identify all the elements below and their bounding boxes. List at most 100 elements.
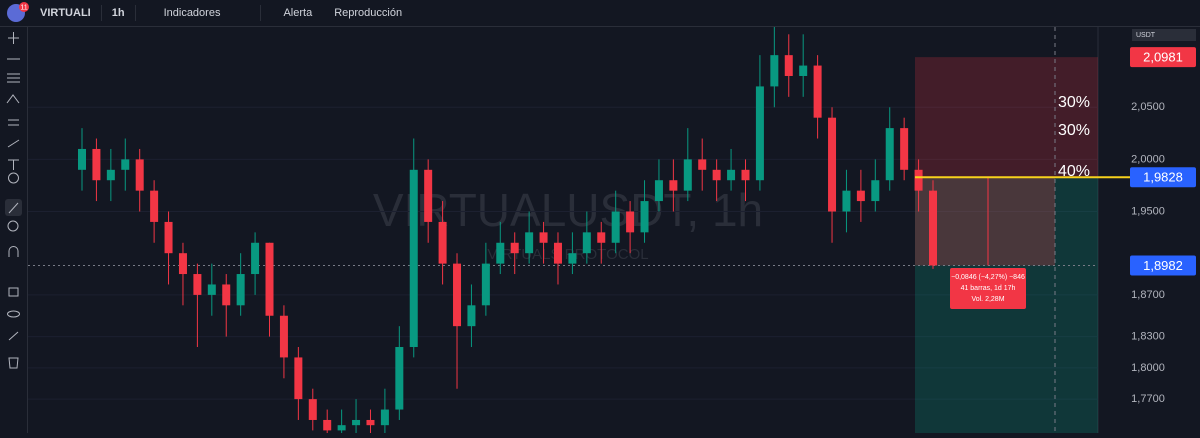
candle-body [366, 419, 375, 426]
candle-body [380, 409, 389, 426]
candle-body [784, 55, 793, 76]
candle-body [727, 169, 736, 181]
trash-tool[interactable] [8, 357, 19, 369]
zoom-tool[interactable] [7, 220, 19, 232]
candle-body [409, 169, 418, 348]
candle-body [337, 425, 346, 431]
fib-tool[interactable] [7, 73, 20, 83]
currency: USDT [1136, 32, 1156, 39]
candle-body [236, 274, 245, 306]
y-tick-label: 1,8000 [1131, 362, 1165, 374]
drawing-toolbar [0, 27, 28, 433]
pnl-zone [915, 177, 1055, 266]
replay-button[interactable]: Reproducción [334, 7, 403, 19]
tooltip-line: Vol. 2,28M [971, 296, 1004, 303]
symbol[interactable]: VIRTUALI [40, 7, 91, 19]
price-tag-label: 1,8982 [1143, 258, 1183, 273]
separator [134, 5, 136, 21]
candle-body [92, 148, 101, 181]
candle-body [553, 242, 562, 264]
candle-body [799, 65, 808, 76]
candle-body [106, 169, 115, 181]
candle-body [712, 169, 721, 181]
candle-body [150, 190, 159, 222]
candle-body [279, 315, 288, 358]
candle-body [424, 169, 433, 222]
price-tag-label: 1,9828 [1143, 170, 1183, 185]
zone-label: 30% [1058, 122, 1090, 139]
price-axis [1098, 27, 1200, 433]
candle-body [193, 274, 202, 295]
zone-label: 40% [1058, 163, 1090, 180]
candle-body [467, 305, 476, 327]
top-toolbar: 11 VIRTUALI 1h Indicadores Alerta Reprod… [0, 0, 1200, 27]
chart: VIRTUALUSDT, 1h VIRTUALS PROTOCOL USDT 2… [28, 27, 1200, 433]
indicators-button[interactable]: Indicadores [163, 7, 221, 19]
candle-body [78, 148, 86, 170]
candle-body [582, 232, 591, 254]
candle-body [626, 211, 635, 233]
tooltip-box [950, 268, 1026, 309]
emoji-tool[interactable] [8, 172, 19, 184]
separator [260, 5, 262, 21]
candle-body [481, 263, 490, 306]
candle-body [871, 180, 880, 202]
tooltip-line: 41 barras, 1d 17h [961, 285, 1016, 292]
magnet-tool[interactable] [8, 246, 19, 258]
y-tick-label: 1,8300 [1131, 330, 1165, 342]
tooltip-line: −0,0846 (−4,27%) −846 [951, 274, 1025, 281]
lock-tool[interactable] [8, 287, 19, 297]
candle-body [741, 169, 750, 181]
candle-body [611, 211, 620, 243]
price-tag [1130, 167, 1196, 188]
forecast-tool[interactable] [8, 119, 19, 126]
brush-tool[interactable] [7, 139, 20, 148]
candle-body [294, 357, 303, 400]
candle-body [929, 190, 937, 266]
separator [100, 5, 102, 21]
candle-body [496, 242, 505, 264]
candle-body [856, 190, 865, 202]
candle-body [885, 128, 894, 181]
y-tick-label: 2,0500 [1131, 101, 1165, 113]
candle-body [698, 159, 707, 170]
candle-body [813, 65, 822, 118]
price-tag-label: 2,0981 [1143, 50, 1183, 65]
candle-body [164, 221, 173, 254]
candle-body [654, 180, 663, 202]
interval[interactable]: 1h [111, 7, 125, 19]
avatar[interactable]: 11 [4, 1, 30, 25]
zone-label: 30% [1058, 94, 1090, 111]
candle-body [121, 159, 130, 170]
candle-body [222, 284, 231, 306]
candle-body [914, 169, 923, 191]
candle-body [842, 190, 851, 212]
visibility-tool[interactable] [7, 310, 20, 318]
candle-body [453, 263, 462, 327]
badge: 11 [20, 4, 27, 11]
candle-body [510, 242, 519, 254]
alert-button[interactable]: Alerta [283, 7, 313, 19]
candle-body [669, 180, 678, 191]
ruler-tool [8, 202, 19, 214]
stop-zone [915, 57, 1098, 178]
candle-body [265, 242, 274, 316]
watermark: VIRTUALUSDT, 1h [373, 184, 763, 236]
candle-body [135, 159, 144, 191]
candle-body [438, 221, 447, 264]
text-tool[interactable] [8, 159, 19, 170]
candle-body [251, 242, 260, 275]
candle-body [755, 86, 764, 181]
candle-body [525, 232, 534, 254]
candle-body [640, 201, 649, 233]
y-tick-label: 1,9500 [1131, 205, 1165, 217]
link-tool[interactable] [8, 331, 19, 341]
candle-body [395, 347, 404, 410]
pattern-tool[interactable] [6, 94, 20, 104]
candle-body [308, 399, 317, 420]
price-tag [1130, 255, 1196, 276]
candle-body [207, 284, 216, 295]
currency-select[interactable] [1132, 29, 1196, 41]
crosshair-tool[interactable] [8, 32, 19, 44]
